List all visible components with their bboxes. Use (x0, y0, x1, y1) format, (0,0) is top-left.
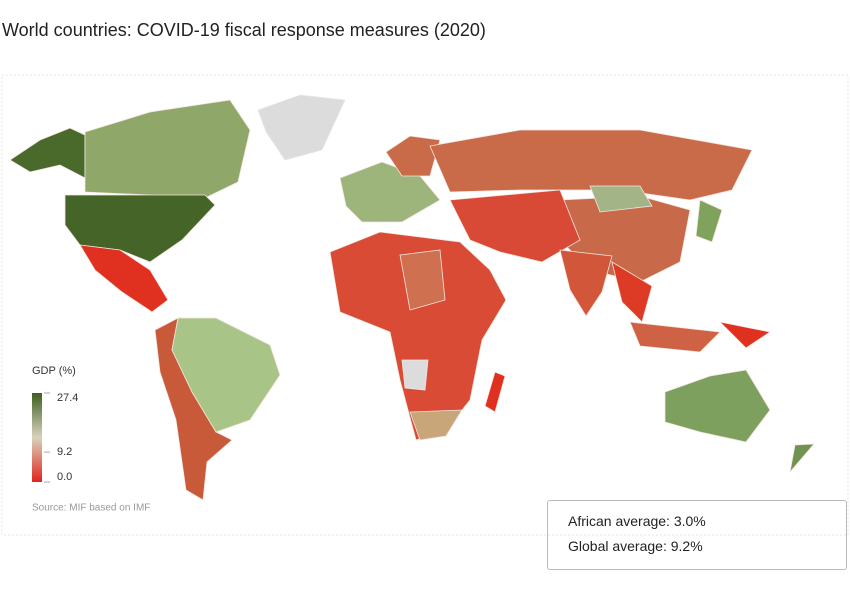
legend-tick-label: 27.4 (57, 392, 78, 404)
country-shape (484, 371, 506, 413)
country-shape (664, 369, 771, 443)
country-shape (257, 94, 346, 161)
summary-box: African average: 3.0% Global average: 9.… (547, 500, 847, 570)
country-shape (79, 244, 169, 313)
summary-line: African average: 3.0% (568, 513, 706, 529)
country-shape (718, 321, 772, 349)
map-title: World countries: COVID-19 fiscal respons… (2, 20, 486, 40)
country-shape (429, 129, 753, 201)
country-shape (449, 189, 581, 263)
world-map (9, 94, 815, 501)
country-shape (695, 199, 723, 243)
country-shape (559, 249, 613, 317)
legend-tick-label: 9.2 (57, 446, 72, 458)
country-shape (84, 99, 251, 199)
country-shape (399, 249, 446, 311)
country-shape (329, 231, 507, 441)
country-shape (339, 161, 441, 223)
country-shape (64, 194, 216, 263)
country-shape (611, 261, 653, 323)
country-shape (9, 127, 86, 179)
country-shape (171, 317, 281, 433)
legend-tick-label: 0.0 (57, 471, 72, 483)
summary-line: Global average: 9.2% (568, 538, 703, 554)
country-shape (409, 409, 463, 441)
source-note: Source: MIF based on IMF (32, 503, 150, 514)
country-shape (401, 359, 429, 391)
country-shape (629, 321, 721, 353)
map-frame (1, 74, 849, 536)
country-shape (789, 443, 815, 474)
legend-ticks: 27.4 9.2 0.0 (44, 392, 78, 483)
legend-title: GDP (%) (32, 365, 76, 377)
legend-gradient (32, 393, 42, 482)
country-shape (589, 185, 653, 213)
